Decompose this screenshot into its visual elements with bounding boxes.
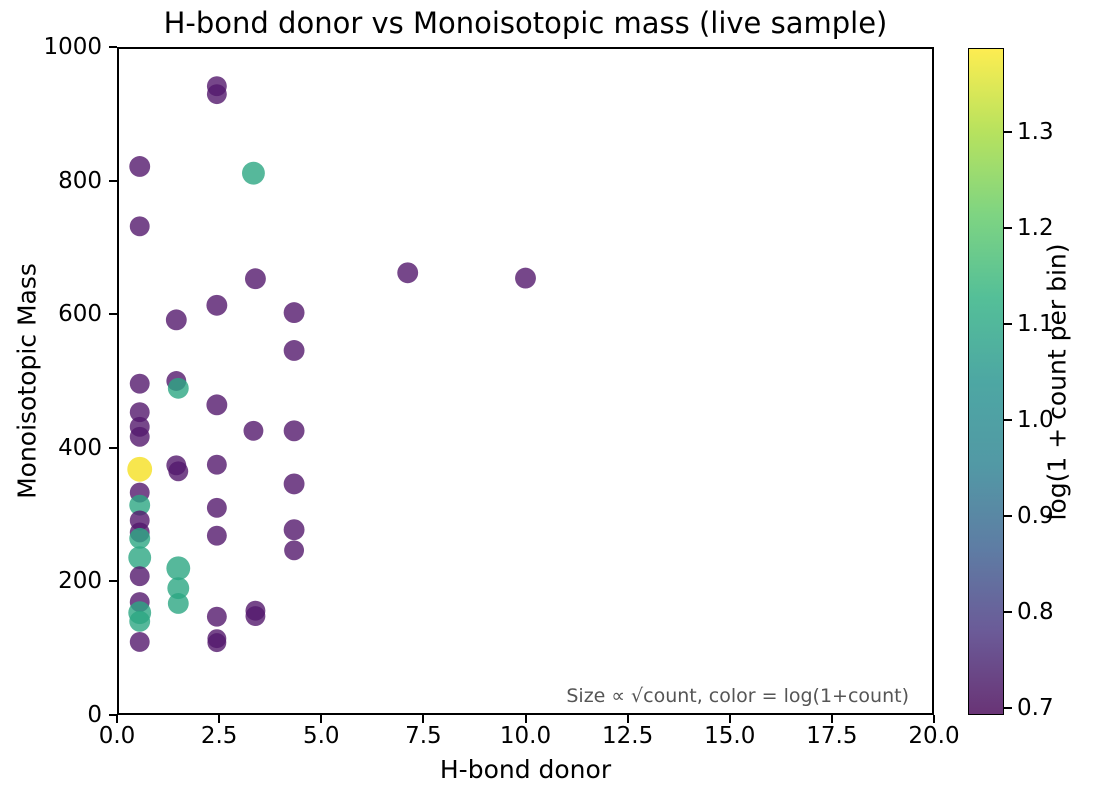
scatter-point [167, 593, 189, 614]
scatter-point [397, 262, 419, 284]
y-tick-mark [109, 179, 117, 182]
x-tick-mark [116, 715, 118, 723]
y-tick-label: 400 [58, 434, 102, 461]
x-tick-mark [626, 715, 629, 723]
colorbar-label: log(1 + count per bin) [1042, 243, 1072, 521]
colorbar-tick-mark [1004, 611, 1012, 614]
scatter-point [243, 420, 264, 441]
x-tick-label: 7.5 [405, 723, 442, 749]
x-tick-label: 15.0 [704, 723, 756, 749]
scatter-point [284, 540, 305, 561]
y-tick-label: 0 [87, 702, 102, 728]
scatter-point [283, 340, 305, 361]
scatter-point [168, 461, 189, 482]
y-tick-mark [109, 580, 117, 583]
x-tick-label: 12.5 [602, 723, 654, 749]
x-tick-mark [728, 715, 731, 723]
scatter-point [167, 377, 189, 399]
scatter-point [129, 631, 150, 652]
colorbar-tick-mark [1004, 515, 1012, 518]
scatter-point [283, 420, 305, 442]
y-tick-label: 200 [58, 568, 102, 595]
scatter-point [206, 606, 227, 627]
x-tick-label: 5.0 [302, 723, 340, 749]
scatter-point [129, 402, 150, 423]
scatter-point [206, 497, 227, 518]
colorbar-tick-label: 0.7 [1017, 695, 1054, 722]
x-tick-label: 17.5 [806, 723, 858, 749]
scatter-point [129, 156, 151, 177]
scatter-point [129, 527, 151, 549]
scatter-point [129, 494, 151, 516]
scatter-point [128, 546, 152, 570]
plot-area [117, 47, 934, 715]
scatter-point [242, 161, 265, 185]
y-tick-mark [109, 313, 117, 316]
y-tick-label: 600 [58, 301, 102, 328]
x-tick-mark [830, 715, 833, 723]
scatter-point [283, 519, 305, 541]
x-tick-label: 10.0 [499, 723, 552, 749]
y-axis-label: Monoisotopic Mass [12, 263, 42, 499]
chart-title: H-bond donor vs Monoisotopic mass (live … [163, 6, 888, 40]
size-color-annotation: Size ∝ √count, color = log(1+count) [566, 685, 909, 707]
scatter-point [515, 267, 536, 289]
colorbar-tick-mark [1004, 707, 1012, 710]
scatter-point [129, 610, 151, 632]
colorbar-tick-label: 1.0 [1017, 406, 1054, 433]
scatter-point [206, 84, 227, 105]
x-tick-label: 20.0 [908, 723, 960, 749]
scatter-layer [127, 76, 536, 653]
scatter-point [244, 268, 266, 290]
x-tick-mark [524, 715, 527, 723]
scatter-point [129, 373, 150, 394]
scatter-point [165, 309, 187, 331]
colorbar-tick-mark [1004, 226, 1012, 229]
x-tick-label: 0.0 [98, 723, 136, 749]
colorbar-tick-label: 1.1 [1017, 310, 1054, 337]
colorbar-tick-label: 1.2 [1017, 214, 1054, 241]
x-axis-label: H-bond donor [439, 755, 612, 784]
x-tick-label: 2.5 [200, 723, 238, 749]
colorbar-tick-label: 1.3 [1017, 118, 1054, 145]
scatter-point [127, 456, 153, 482]
x-tick-mark [320, 715, 323, 723]
colorbar-tick-label: 0.8 [1017, 599, 1054, 626]
scatter-point [167, 577, 190, 600]
y-tick-label: 800 [58, 167, 102, 194]
y-tick-label: 1000 [43, 34, 102, 60]
colorbar-tick-mark [1004, 130, 1012, 133]
scatter-point [129, 566, 150, 587]
scatter-point [206, 294, 228, 316]
y-tick-mark [109, 446, 117, 449]
scatter-point [166, 556, 191, 581]
x-tick-mark [218, 715, 221, 723]
colorbar [968, 48, 1004, 715]
scatter-point [129, 216, 150, 237]
colorbar-tick-label: 0.9 [1017, 503, 1054, 530]
y-tick-mark [109, 46, 117, 48]
x-tick-mark [933, 715, 935, 723]
scatter-point [283, 302, 305, 324]
scatter-point [206, 454, 227, 475]
y-tick-mark [109, 714, 117, 716]
scatter-point [206, 525, 227, 546]
scatter-point [245, 606, 266, 627]
colorbar-tick-mark [1004, 322, 1012, 325]
colorbar-tick-mark [1004, 418, 1012, 421]
scatter-point [207, 633, 227, 653]
scatter-point [129, 426, 150, 447]
x-tick-mark [422, 715, 425, 723]
scatter-point [206, 394, 228, 416]
scatter-point [283, 473, 305, 495]
